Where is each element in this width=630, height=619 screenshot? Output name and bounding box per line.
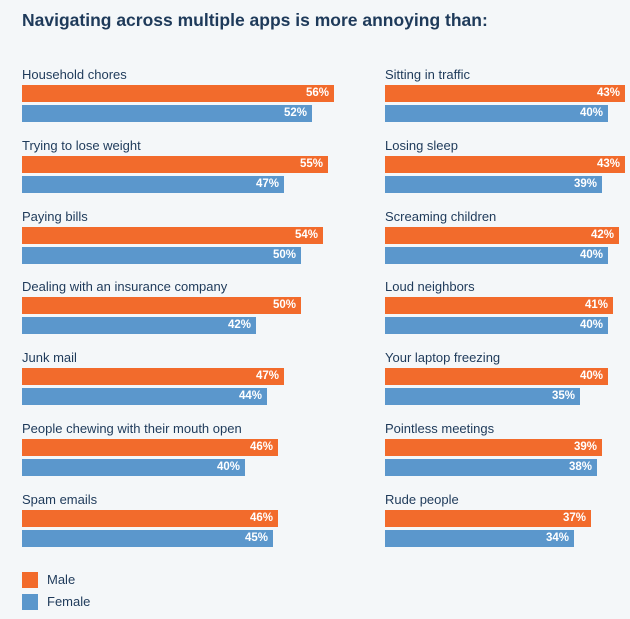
category-label: Rude people [385,491,459,507]
bar-value-label: 47% [255,370,279,383]
bar-value-label: 50% [272,248,296,261]
category-label: Paying bills [22,208,88,224]
category-label: People chewing with their mouth open [22,421,242,436]
bar-male: 43% [385,85,625,102]
chart-title: Navigating across multiple apps is more … [22,10,488,30]
bar-value-label: 54% [294,228,318,241]
bar-female: 44% [22,388,267,406]
bar-female: 50% [22,246,301,264]
bar-female: 45% [22,529,273,547]
bar-male: 43% [385,155,625,173]
bar-value-label: 38% [568,461,592,473]
category-label: Household chores [22,67,127,82]
category-label: Junk mail [22,350,77,366]
bar-male: 54% [22,226,323,244]
bar-female: 34% [385,529,574,547]
bar-value-label: 50% [272,299,296,312]
bar-female: 47% [22,175,284,193]
bar-female: 52% [22,105,312,122]
bar-female: 38% [385,459,597,476]
bar-value-label: 41% [584,299,608,312]
bar-male: 37% [385,509,591,527]
bar-value-label: 39% [573,177,597,190]
bar-female: 40% [22,459,245,476]
category-label: Loud neighbors [385,279,475,295]
bar-male: 46% [22,509,278,527]
bar-value-label: 40% [579,248,603,261]
bar-value-label: 39% [573,441,597,453]
bar-value-label: 43% [596,87,620,99]
bar-value-label: 37% [562,511,586,524]
bar-female: 40% [385,246,608,264]
bar-value-label: 35% [551,390,575,403]
category-label: Screaming children [385,208,497,224]
bar-value-label: 40% [579,107,603,119]
category-label: Dealing with an insurance company [22,279,228,295]
bar-male: 46% [22,439,278,456]
bar-female: 39% [385,175,602,193]
bar-male: 56% [22,85,334,102]
legend-label-male: Male [47,572,76,587]
bar-value-label: 56% [305,87,329,99]
bar-female: 40% [385,317,608,335]
bar-value-label: 46% [249,441,273,453]
category-label: Your laptop freezing [385,350,501,366]
bar-male: 55% [22,155,328,173]
bar-male: 47% [22,368,284,386]
bar-value-label: 40% [216,461,240,473]
bar-value-label: 46% [249,511,273,524]
bar-value-label: 34% [545,531,569,544]
category-label: Sitting in traffic [385,67,471,82]
bar-male: 40% [385,368,608,386]
bar-value-label: 40% [579,319,603,332]
bar-value-label: 44% [238,390,262,403]
bar-value-label: 42% [227,319,251,332]
bar-value-label: 47% [255,177,279,190]
bar-value-label: 40% [579,370,603,383]
bar-male: 50% [22,297,301,315]
bar-value-label: 45% [244,531,268,544]
bar-male: 39% [385,439,602,456]
category-label: Trying to lose weight [22,137,141,153]
bar-female: 35% [385,388,580,406]
legend-label-female: Female [47,594,91,609]
bar-value-label: 43% [596,157,620,170]
category-label: Pointless meetings [385,421,495,436]
bar-value-label: 55% [299,157,323,170]
bar-value-label: 52% [283,107,307,119]
bar-female: 40% [385,105,608,122]
bar-female: 42% [22,317,256,335]
category-label: Losing sleep [385,137,458,153]
legend-swatch-male [22,572,38,588]
legend-swatch-female [22,594,38,610]
bar-male: 41% [385,297,613,315]
category-label: Spam emails [22,491,98,507]
bar-value-label: 42% [590,228,614,241]
bar-male: 42% [385,226,619,244]
